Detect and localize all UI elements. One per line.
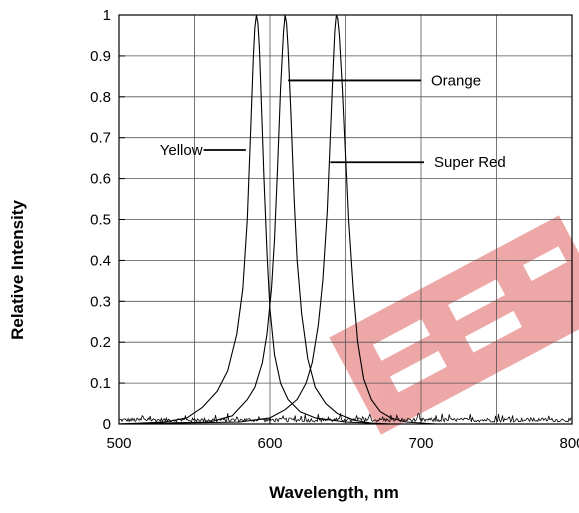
x-tick-label: 700 bbox=[408, 435, 433, 452]
y-tick-label: 0.3 bbox=[90, 293, 111, 310]
y-tick-label: 0.4 bbox=[90, 252, 111, 269]
y-tick-label: 0.8 bbox=[90, 89, 111, 106]
watermark-gap bbox=[389, 350, 447, 393]
y-tick-label: 0.9 bbox=[90, 48, 111, 65]
y-tick-label: 0.1 bbox=[90, 375, 111, 392]
y-axis-title: Relative Intensity bbox=[8, 200, 27, 340]
y-tick-label: 0.7 bbox=[90, 130, 111, 147]
x-tick-label: 800 bbox=[559, 435, 579, 452]
y-axis: 0 0.1 0.2 0.3 0.4 0.5 0.6 0.7 0.8 0.9 1 bbox=[90, 7, 125, 433]
annotation-label: Orange bbox=[431, 72, 481, 89]
annotation-label: Yellow bbox=[160, 142, 203, 159]
watermark-shape bbox=[329, 215, 579, 435]
x-tick-label: 500 bbox=[106, 435, 131, 452]
annotations: Yellow Orange Super Red bbox=[160, 72, 506, 171]
x-axis-title: Wavelength, nm bbox=[269, 483, 399, 502]
series-group bbox=[118, 14, 572, 425]
watermark-gap bbox=[523, 246, 567, 281]
annotation-label: Super Red bbox=[434, 154, 506, 171]
y-tick-label: 0 bbox=[103, 416, 111, 433]
watermark-band bbox=[329, 215, 579, 435]
x-axis: 500 600 700 800 bbox=[106, 418, 579, 452]
y-tick-label: 1 bbox=[103, 7, 111, 24]
watermark-gap bbox=[448, 279, 506, 321]
noise-trace bbox=[118, 412, 573, 424]
watermark bbox=[329, 215, 579, 435]
y-tick-label: 0.2 bbox=[90, 334, 111, 351]
series-line-orange bbox=[118, 14, 572, 425]
series-line-yellow bbox=[118, 14, 572, 425]
y-tick-label: 0.6 bbox=[90, 171, 111, 188]
series-line-super-red bbox=[118, 14, 572, 425]
x-tick-label: 600 bbox=[257, 435, 282, 452]
y-tick-label: 0.5 bbox=[90, 212, 111, 229]
watermark-gap bbox=[372, 319, 430, 361]
noise-baseline bbox=[118, 412, 573, 424]
